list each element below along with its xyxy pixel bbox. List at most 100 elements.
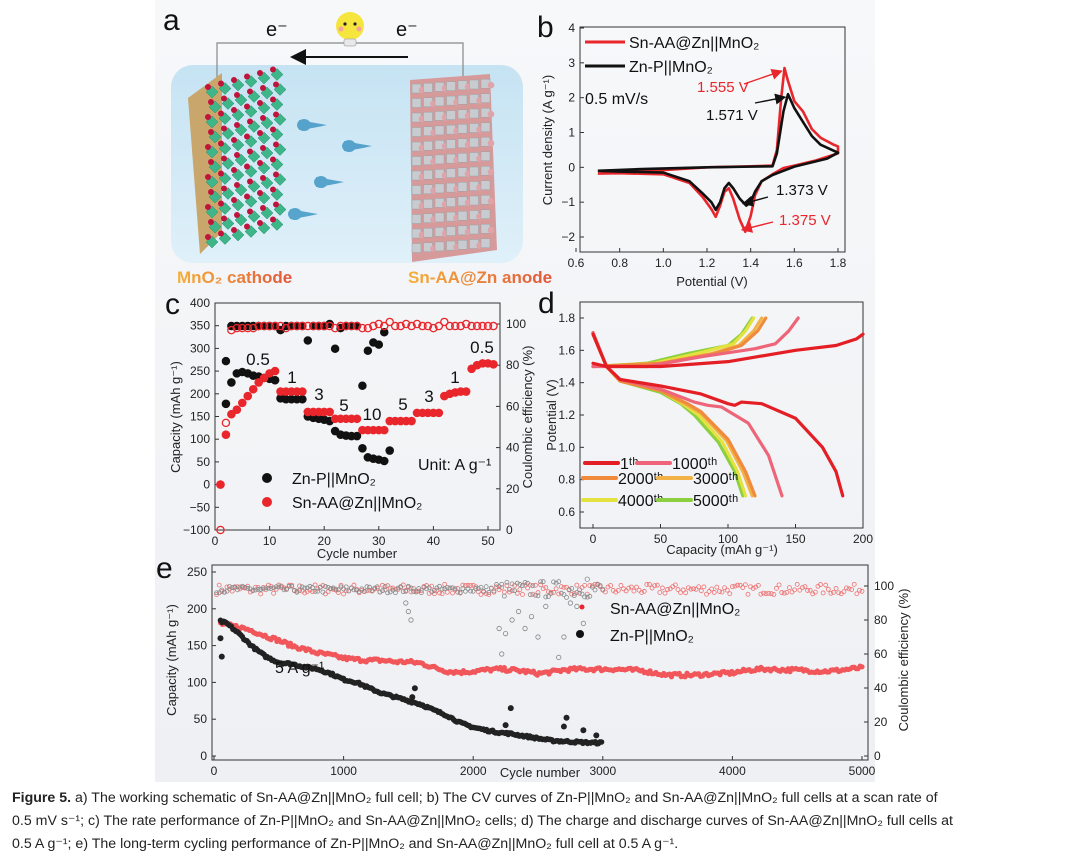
y-tick-label: 100 (187, 675, 207, 689)
ce-point-zn-p (260, 586, 266, 592)
ce-point-sn-aa-zn (691, 586, 696, 592)
electron-label-left: e⁻ (266, 19, 288, 41)
ce-point-zn-p (566, 587, 572, 593)
ce-point-zn-p (224, 588, 230, 594)
y-axis-title: Current density (A g⁻¹) (540, 75, 555, 205)
ce-point-zn-p (333, 586, 339, 592)
ce-point (336, 321, 345, 331)
y-right-tick-label: 60 (874, 647, 888, 661)
ce-point-zn-p (258, 587, 264, 592)
ce-point (358, 323, 367, 333)
oxygen-atom (257, 220, 263, 226)
ce-point-sn-aa-zn (722, 585, 728, 591)
y-tick-label: 400 (190, 296, 210, 310)
zn-block (423, 82, 433, 93)
ce-point-zn-p (592, 587, 598, 593)
ce-point-zn-p (481, 588, 486, 594)
ce-point-sn-aa-zn (592, 581, 598, 587)
ce-point (407, 321, 416, 331)
ce-point (325, 321, 334, 331)
ce-point-zn-p (429, 589, 435, 595)
ce-point-zn-p (310, 585, 315, 590)
ce-point-zn-p (320, 589, 326, 595)
oxygen-atom (231, 167, 237, 173)
oxygen-atom (234, 122, 240, 128)
ce-point-zn-p (514, 580, 520, 586)
ce-point-sn-aa-zn (745, 591, 751, 597)
ce-point-sn-aa-zn (675, 587, 681, 592)
ce-point-sn-aa-zn (714, 584, 720, 590)
ce-point-sn-aa-zn (450, 590, 455, 596)
zn-block (411, 185, 422, 195)
ce-point-zn-p (281, 587, 287, 593)
legend-label: 5000ᵗʰ (693, 493, 738, 510)
legend-marker (579, 604, 585, 610)
ce-point-sn-aa-zn (382, 587, 388, 593)
panel-c-rate-performance: c 0 10 20 30 40 50−100−5005010015020025030035… (165, 288, 535, 561)
ce-point-sn-aa-zn (533, 582, 538, 588)
ce-point-zn-p (263, 585, 269, 591)
zn-block (457, 211, 468, 221)
ce-point-zn-p (372, 585, 378, 591)
ce-point-sn-aa-zn (219, 589, 225, 594)
ce-point-zn-p (444, 585, 450, 590)
ce-point-zn-p (527, 592, 533, 598)
charge-curve-2 (591, 316, 768, 369)
zn-block (446, 139, 456, 149)
zinc-ions (288, 119, 372, 221)
current-density-note: 5 A g⁻¹ (275, 660, 324, 677)
oxygen-atom (208, 99, 214, 105)
ce-point-zn-p (530, 583, 536, 589)
ce-point (319, 321, 329, 331)
y-tick-label: −100 (183, 523, 210, 537)
ce-point-sn-aa-zn (761, 590, 766, 596)
capacity-point-sn-aa-zn (859, 664, 865, 670)
ce-point-sn-aa-zn (494, 584, 499, 590)
current-density-label: 0.5 (470, 338, 494, 357)
ce-point-sn-aa-zn (797, 587, 803, 593)
ce-point-sn-aa-zn (701, 584, 707, 590)
y-right-tick-label: 100 (874, 579, 894, 593)
ce-point-zn-p (538, 579, 543, 585)
ce-point-zn-p (579, 591, 585, 597)
ce-point-sn-aa-zn (683, 590, 689, 596)
ce-point-sn-aa-zn (517, 587, 523, 592)
ce-point-zn-p (273, 584, 279, 590)
ce-point-sn-aa-zn (719, 589, 725, 595)
peak-annotation: 1.373 V (776, 182, 828, 199)
ce-point-sn-aa-zn (685, 585, 691, 591)
ce-point-zn-p (491, 588, 497, 594)
ce-point-zn-p (400, 589, 406, 595)
ce-point (276, 321, 285, 331)
ce-point-zn-p (582, 594, 588, 600)
capacity-point (461, 387, 471, 396)
ce-point-sn-aa-zn (263, 587, 269, 593)
zn-block (411, 127, 422, 137)
ce-point-zn-p (475, 586, 481, 591)
ce-point-zn-p (590, 584, 595, 590)
y-right-tick-label: 100 (506, 317, 526, 331)
unit-note: Unit: A g⁻¹ (418, 457, 491, 474)
oxygen-atom (205, 234, 211, 240)
ce-point-sn-aa-zn (776, 582, 782, 588)
oxygen-atom (208, 189, 214, 195)
ce-point (303, 336, 313, 345)
capacity-point (232, 405, 242, 414)
zn-block (469, 224, 479, 235)
ce-point-sn-aa-zn (807, 587, 813, 593)
capacity-point-zn-p (598, 739, 605, 745)
oxygen-atom (260, 175, 266, 181)
ce-point-zn-p (501, 593, 507, 599)
oxygen-atom (205, 144, 211, 150)
current-density-label: 5 (339, 396, 348, 415)
ce-point (358, 381, 367, 391)
ce-point-zn-p (312, 588, 318, 594)
ce-point-zn-p (242, 584, 248, 590)
ce-point (440, 317, 449, 327)
ce-point (298, 321, 307, 331)
ce-point-sn-aa-zn (794, 581, 800, 587)
ce-point-zn-p (478, 584, 484, 590)
capacity-spike-point (218, 653, 225, 660)
capacity-spike-point (560, 723, 567, 730)
figure-5: a e⁻ e⁻ MnO₂ cathode Sn-AA@Zn anode b 0.… (155, 0, 911, 782)
